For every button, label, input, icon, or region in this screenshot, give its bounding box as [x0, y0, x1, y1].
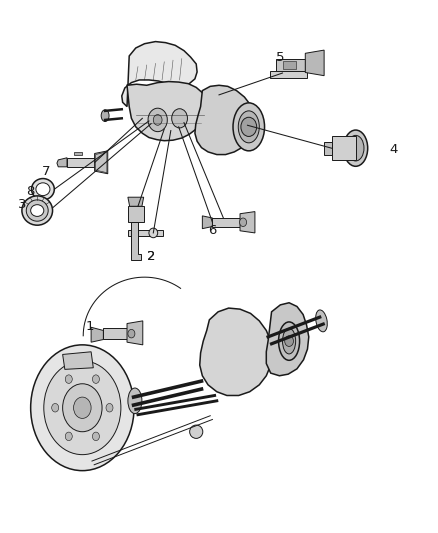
Polygon shape — [195, 85, 255, 155]
Text: 6: 6 — [208, 224, 216, 237]
Polygon shape — [127, 82, 207, 141]
Polygon shape — [305, 50, 324, 76]
Ellipse shape — [32, 179, 54, 200]
Ellipse shape — [31, 205, 44, 216]
Polygon shape — [212, 218, 240, 227]
Circle shape — [92, 432, 99, 441]
Text: 5: 5 — [276, 51, 284, 64]
Polygon shape — [57, 158, 67, 167]
Ellipse shape — [26, 200, 48, 221]
Circle shape — [285, 336, 293, 346]
Polygon shape — [63, 352, 93, 369]
Polygon shape — [131, 222, 141, 260]
Polygon shape — [67, 158, 95, 167]
Circle shape — [172, 109, 187, 128]
Text: 4: 4 — [390, 143, 398, 156]
Circle shape — [240, 218, 247, 227]
Ellipse shape — [283, 328, 296, 354]
Ellipse shape — [36, 183, 50, 196]
Polygon shape — [103, 328, 127, 339]
Ellipse shape — [22, 196, 53, 225]
Polygon shape — [332, 136, 356, 160]
Polygon shape — [74, 152, 82, 155]
Ellipse shape — [279, 322, 300, 360]
Circle shape — [65, 375, 72, 383]
Polygon shape — [283, 61, 296, 69]
Ellipse shape — [238, 111, 259, 143]
Ellipse shape — [128, 388, 142, 414]
Text: 2: 2 — [147, 251, 155, 263]
Polygon shape — [276, 59, 305, 71]
Polygon shape — [266, 303, 309, 376]
Circle shape — [74, 397, 91, 418]
Polygon shape — [240, 212, 255, 233]
Text: 7: 7 — [42, 165, 50, 178]
Polygon shape — [200, 308, 272, 395]
Circle shape — [63, 384, 102, 432]
Circle shape — [148, 108, 167, 132]
Polygon shape — [95, 151, 108, 174]
Polygon shape — [128, 230, 163, 236]
Polygon shape — [324, 142, 332, 155]
Polygon shape — [270, 71, 307, 78]
Circle shape — [44, 361, 121, 455]
Circle shape — [241, 117, 257, 136]
Ellipse shape — [101, 110, 109, 122]
Polygon shape — [202, 216, 212, 229]
Ellipse shape — [233, 103, 265, 151]
Ellipse shape — [343, 130, 368, 166]
Polygon shape — [91, 327, 103, 342]
Text: 8: 8 — [26, 185, 35, 198]
Circle shape — [52, 403, 59, 412]
Polygon shape — [128, 206, 144, 222]
Ellipse shape — [190, 425, 203, 438]
Circle shape — [153, 115, 162, 125]
Circle shape — [31, 345, 134, 471]
Circle shape — [65, 432, 72, 441]
Text: 2: 2 — [147, 251, 155, 263]
Text: 1: 1 — [85, 320, 94, 333]
Ellipse shape — [347, 135, 364, 161]
Circle shape — [128, 329, 135, 338]
Polygon shape — [127, 321, 143, 345]
Text: 3: 3 — [18, 198, 27, 211]
Circle shape — [92, 375, 99, 383]
Polygon shape — [122, 42, 197, 107]
Circle shape — [106, 403, 113, 412]
Ellipse shape — [316, 310, 327, 332]
Ellipse shape — [149, 228, 158, 238]
Polygon shape — [128, 197, 144, 206]
